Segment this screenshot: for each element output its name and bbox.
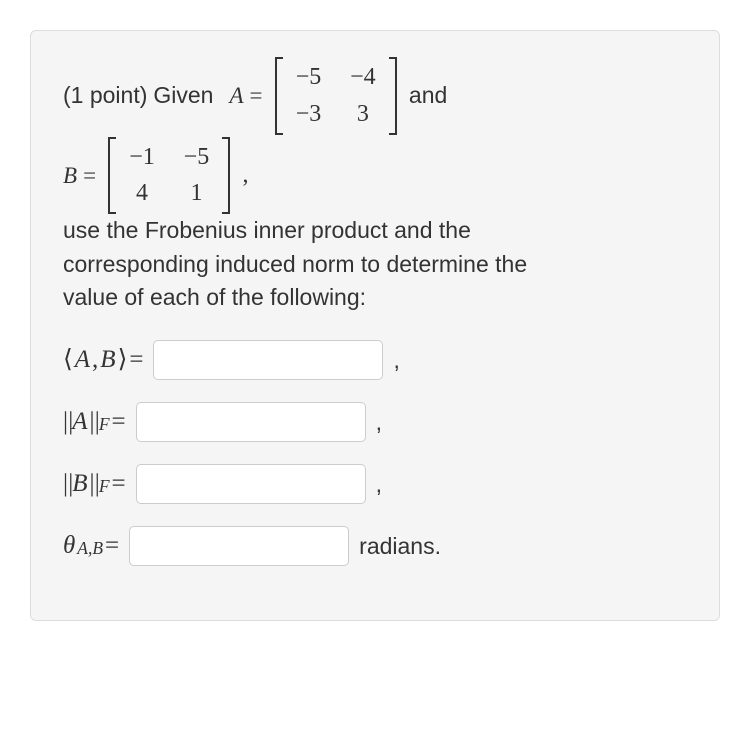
label-inner-product: ⟨A, B⟩ = xyxy=(63,342,143,378)
after-theta: radians. xyxy=(359,530,441,563)
instruction-text: use the Frobenius inner product and the … xyxy=(63,214,687,314)
body-line-2: corresponding induced norm to determine … xyxy=(63,251,527,277)
body-line-3: value of each of the following: xyxy=(63,284,366,310)
matrixB-r0c0: −1 xyxy=(118,139,166,176)
input-theta[interactable] xyxy=(129,526,349,566)
given-line-1: (1 point) Given A = −5 −4 −3 3 and xyxy=(63,59,687,133)
given-word: Given xyxy=(153,79,213,112)
var-B: B xyxy=(63,159,77,192)
and-word: and xyxy=(409,79,447,112)
answer-row-norm-B: | |B| |F = , xyxy=(63,464,687,504)
points-label: (1 point) xyxy=(63,79,147,112)
label-norm-B: | |B| |F = xyxy=(63,466,126,502)
matrixA-r0c1: −4 xyxy=(339,59,387,96)
answer-row-inner-product: ⟨A, B⟩ = , xyxy=(63,340,687,380)
matrixB-r0c1: −5 xyxy=(172,139,220,176)
matrixB-r1c0: 4 xyxy=(118,175,166,212)
comma-after-B: , xyxy=(242,158,248,193)
matrix-B: −1 −5 4 1 xyxy=(108,139,230,213)
matrixA-r1c0: −3 xyxy=(285,96,333,133)
matrixA-r0c0: −5 xyxy=(285,59,333,96)
matrix-A: −5 −4 −3 3 xyxy=(275,59,397,133)
after-norm-B: , xyxy=(376,468,382,501)
label-norm-A: | |A| |F = xyxy=(63,404,126,440)
input-norm-B[interactable] xyxy=(136,464,366,504)
body-line-1: use the Frobenius inner product and the xyxy=(63,217,471,243)
answer-row-theta: θA,B = radians. xyxy=(63,526,687,566)
equals-2: = xyxy=(83,159,96,192)
after-inner-product: , xyxy=(393,344,399,377)
label-theta: θA,B = xyxy=(63,528,119,564)
given-line-2: B = −1 −5 4 1 , xyxy=(63,139,687,213)
input-inner-product[interactable] xyxy=(153,340,383,380)
var-A: A xyxy=(229,79,243,112)
after-norm-A: , xyxy=(376,406,382,439)
input-norm-A[interactable] xyxy=(136,402,366,442)
matrixB-r1c1: 1 xyxy=(172,175,220,212)
matrixA-r1c1: 3 xyxy=(339,96,387,133)
answer-row-norm-A: | |A| |F = , xyxy=(63,402,687,442)
equals-1: = xyxy=(250,79,263,112)
problem-container: (1 point) Given A = −5 −4 −3 3 and B = xyxy=(30,30,720,621)
